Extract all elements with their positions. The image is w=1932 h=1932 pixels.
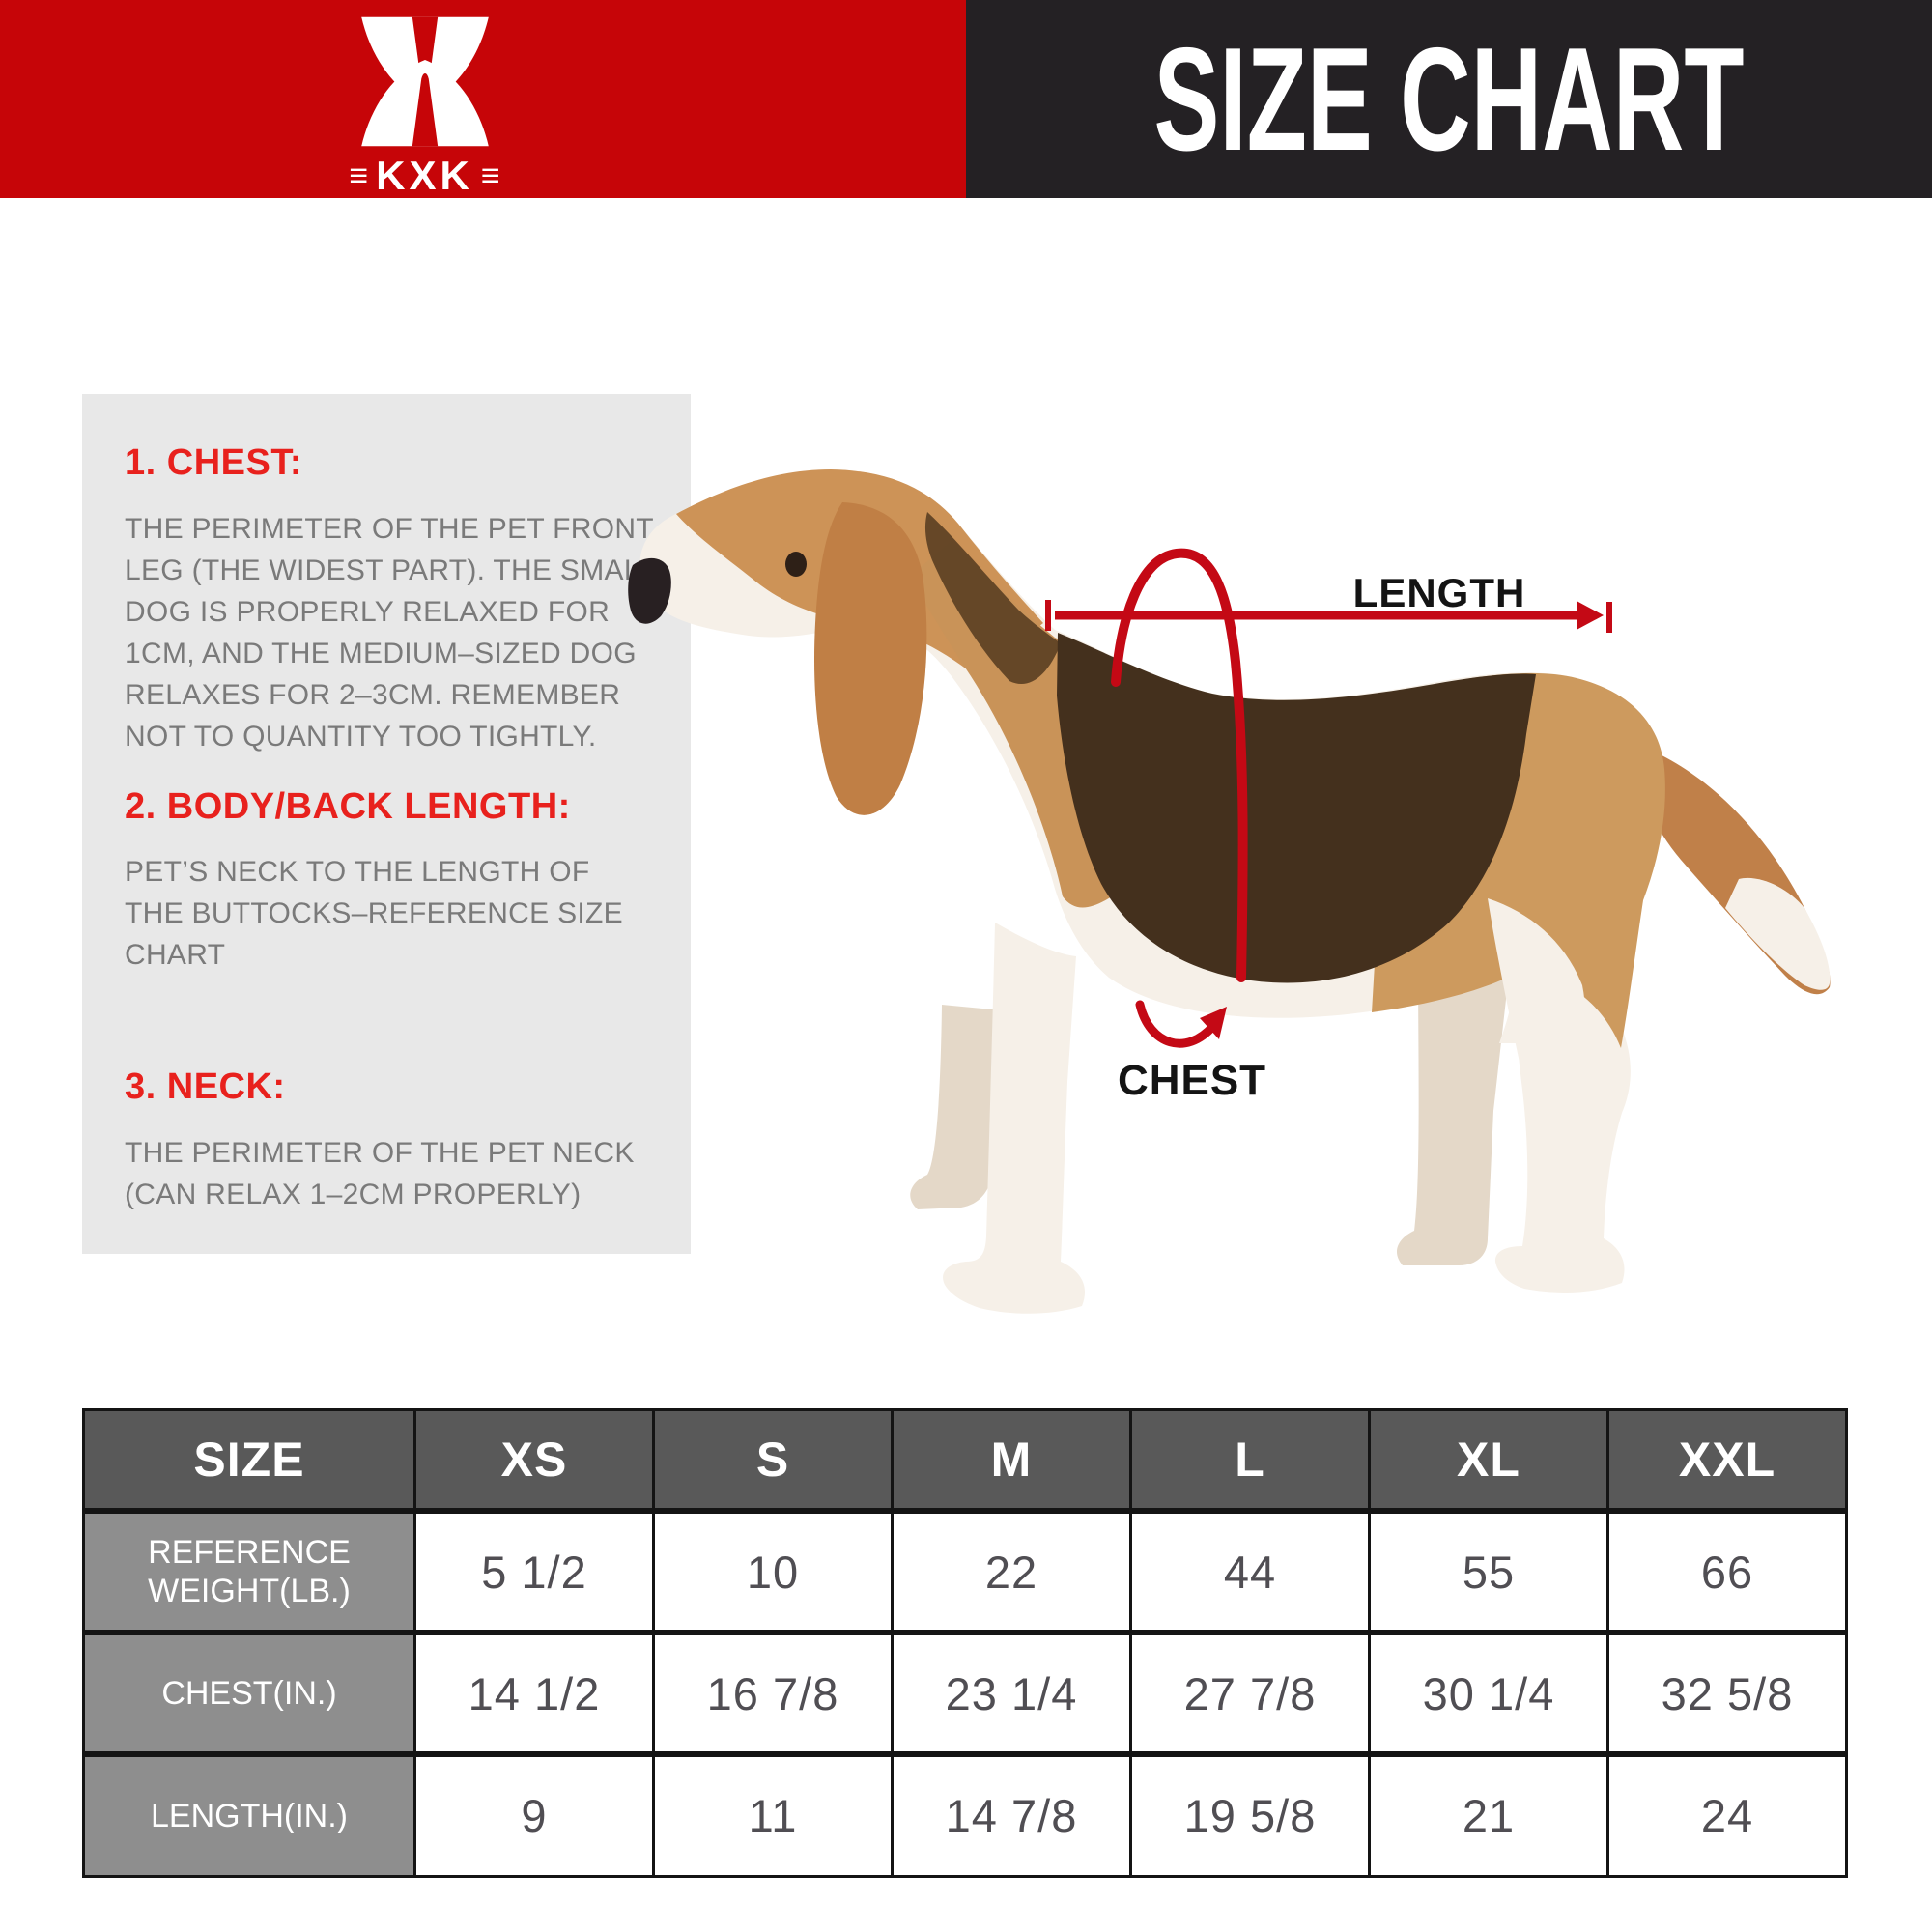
length-s: 11: [652, 1751, 894, 1878]
weight-l: 44: [1129, 1508, 1371, 1634]
chest-arrow: [1135, 1000, 1227, 1048]
col-header-xxl: XXL: [1606, 1408, 1848, 1513]
triple-bar-right-icon: ≡: [480, 156, 500, 194]
dog-illustration: [628, 469, 1831, 1314]
col-header-s: S: [652, 1408, 894, 1513]
table-row-length: LENGTH(IN.) 9 11 14 7/8 19 5/8 21 24: [82, 1751, 1848, 1878]
weight-s: 10: [652, 1508, 894, 1634]
length-xl: 21: [1368, 1751, 1609, 1878]
instruction-section-body-length: 2. BODY/BACK LENGTH: PET’S NECK TO THE L…: [125, 786, 691, 977]
col-header-xs: XS: [413, 1408, 655, 1513]
row-label-length: LENGTH(IN.): [82, 1751, 416, 1878]
chest-girth-line: [1111, 548, 1248, 982]
col-header-xl: XL: [1368, 1408, 1609, 1513]
length-label: LENGTH: [1353, 570, 1526, 615]
length-xxl: 24: [1606, 1751, 1848, 1878]
dog-measurement-diagram: LENGTH CHEST: [628, 469, 1831, 1314]
row-label-chest: CHEST(IN.): [82, 1630, 416, 1756]
length-arrow: [1045, 600, 1612, 633]
col-header-size: SIZE: [82, 1408, 416, 1513]
table-row-weight: REFERENCE WEIGHT(LB.) 5 1/2 10 22 44 55 …: [82, 1508, 1848, 1634]
instruction-section-chest: 1. CHEST: THE PERIMETER OF THE PET FRONT…: [125, 442, 691, 757]
weight-xs: 5 1/2: [413, 1508, 655, 1634]
row-label-weight: REFERENCE WEIGHT(LB.): [82, 1508, 416, 1634]
table-row-chest: CHEST(IN.) 14 1/2 16 7/8 23 1/4 27 7/8 3…: [82, 1630, 1848, 1756]
length-m: 14 7/8: [891, 1751, 1132, 1878]
instruction-heading: 1. CHEST:: [125, 442, 302, 483]
brand-name: KXK: [376, 153, 473, 198]
kxk-logo-icon: [360, 16, 489, 147]
instruction-body: THE PERIMETER OF THE PET FRONT LEG (THE …: [125, 512, 657, 753]
brand-wordmark: ≡ KXK ≡: [272, 153, 577, 199]
kxk-logo: ≡ KXK ≡: [272, 14, 577, 199]
weight-m: 22: [891, 1508, 1132, 1634]
weight-xxl: 66: [1606, 1508, 1848, 1634]
chest-m: 23 1/4: [891, 1630, 1132, 1756]
chest-label: CHEST: [1118, 1057, 1266, 1104]
instruction-section-neck: 3. NECK: THE PERIMETER OF THE PET NECK (…: [125, 1066, 691, 1215]
weight-xl: 55: [1368, 1508, 1609, 1634]
size-table-header-row: SIZE XS S M L XL XXL: [82, 1408, 1848, 1513]
triple-bar-left-icon: ≡: [349, 156, 369, 194]
chest-xxl: 32 5/8: [1606, 1630, 1848, 1756]
length-l: 19 5/8: [1129, 1751, 1371, 1878]
size-table: SIZE XS S M L XL XXL REFERENCE WEIGHT(LB…: [82, 1408, 1848, 1878]
col-header-l: L: [1129, 1408, 1371, 1513]
brand-header-panel: ≡ KXK ≡: [0, 0, 966, 198]
length-xs: 9: [413, 1751, 655, 1878]
chest-xs: 14 1/2: [413, 1630, 655, 1756]
instruction-body: THE PERIMETER OF THE PET NECK (CAN RELAX…: [125, 1137, 635, 1211]
measuring-instructions-panel: 1. CHEST: THE PERIMETER OF THE PET FRONT…: [82, 394, 691, 1254]
page-title: SIZE CHART: [1153, 16, 1745, 182]
chest-xl: 30 1/4: [1368, 1630, 1609, 1756]
title-panel: SIZE CHART: [966, 0, 1932, 198]
instruction-heading: 3. NECK:: [125, 1066, 286, 1108]
instruction-body: PET’S NECK TO THE LENGTH OF THE BUTTOCKS…: [125, 856, 623, 972]
chest-s: 16 7/8: [652, 1630, 894, 1756]
col-header-m: M: [891, 1408, 1132, 1513]
chest-l: 27 7/8: [1129, 1630, 1371, 1756]
instruction-heading: 2. BODY/BACK LENGTH:: [125, 785, 571, 827]
